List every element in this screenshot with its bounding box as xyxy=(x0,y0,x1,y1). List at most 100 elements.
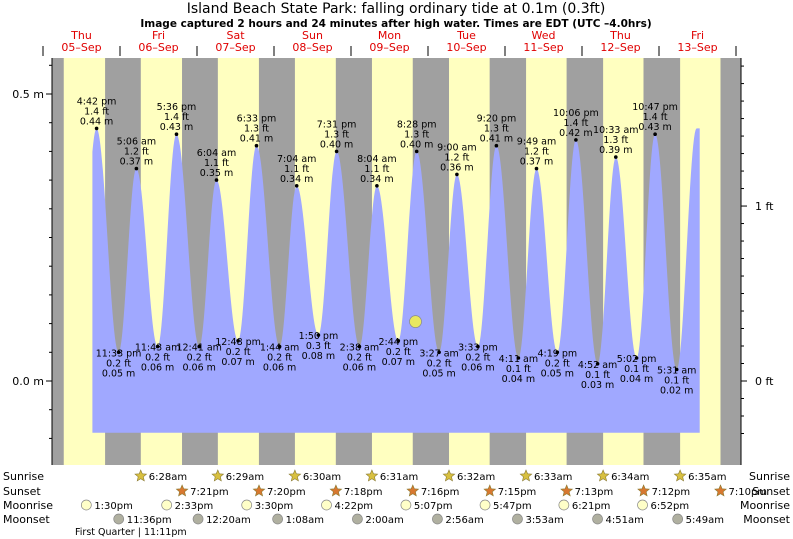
high-tide-text: 0.36 m xyxy=(440,162,473,173)
low-tide-text: 0.2 ft xyxy=(386,347,411,358)
low-tide-text: 4:19 pm xyxy=(537,348,577,359)
low-tide-label: 2:44 pm0.2 ft0.07 m xyxy=(378,337,418,368)
low-tide-text: 4:11 am xyxy=(499,354,538,365)
y-tick-label-m: 0.5 m xyxy=(12,88,44,101)
high-tide-text: 6:04 am xyxy=(197,148,236,159)
moonrise-icon xyxy=(80,499,92,511)
moonrise-time: 5:07pm xyxy=(414,501,453,512)
high-tide-point xyxy=(534,166,539,171)
high-tide-text: 1.2 ft xyxy=(444,152,469,163)
high-tide-label: 10:33 am1.3 ft0.39 m xyxy=(593,125,638,156)
low-tide-text: 0.05 m xyxy=(541,368,574,379)
high-tide-text: 0.40 m xyxy=(320,139,353,150)
high-tide-text: 1.4 ft xyxy=(563,118,588,129)
sunset-icon xyxy=(560,484,574,497)
moonrise-row-label-right: Moonrise xyxy=(740,499,790,512)
low-tide-text: 3:27 am xyxy=(419,348,458,359)
sunrise-icon xyxy=(596,469,610,482)
sunset-time: 7:13pm xyxy=(575,487,614,498)
sunrise-time: 6:31am xyxy=(380,472,418,483)
low-tide-label: 1:50 pm0.3 ft0.08 m xyxy=(299,331,339,362)
low-tide-label: 4:11 am0.1 ft0.04 m xyxy=(499,354,538,385)
sunrise-icon xyxy=(365,469,379,482)
low-tide-text: 2:44 pm xyxy=(378,337,418,348)
low-tide-text: 0.04 m xyxy=(502,374,535,385)
low-tide-text: 1:50 pm xyxy=(299,331,339,342)
high-tide-text: 1.4 ft xyxy=(84,106,109,117)
sunrise-icon xyxy=(519,469,533,482)
sunset-time: 7:12pm xyxy=(652,487,691,498)
high-tide-text: 0.44 m xyxy=(80,116,113,127)
sunset-icon xyxy=(175,484,189,497)
high-tide-point xyxy=(174,132,179,136)
sunset-time: 7:18pm xyxy=(344,487,383,498)
moonrise-time: 6:21pm xyxy=(572,501,611,512)
sunrise-time: 6:33am xyxy=(534,472,572,483)
moonrise-time: 3:30pm xyxy=(255,501,294,512)
high-tide-label: 10:47 pm1.4 ft0.43 m xyxy=(632,102,678,133)
high-tide-text: 1.4 ft xyxy=(643,112,668,123)
low-tide-text: 0.2 ft xyxy=(187,353,212,364)
high-tide-text: 0.34 m xyxy=(280,174,313,185)
high-tide-point xyxy=(494,143,499,148)
low-tide-text: 0.2 ft xyxy=(427,358,452,369)
low-tide-point xyxy=(476,344,480,349)
high-tide-text: 1.3 ft xyxy=(244,124,269,135)
moonset-icon xyxy=(592,513,603,525)
moonrise-time: 5:47pm xyxy=(493,501,532,512)
low-tide-text: 0.05 m xyxy=(102,368,135,379)
day-date: 09–Sep xyxy=(369,41,409,54)
moonrise-icon xyxy=(400,499,412,511)
low-tide-text: 0.2 ft xyxy=(347,353,372,364)
high-tide-text: 0.35 m xyxy=(200,168,233,179)
sunset-icon xyxy=(329,484,343,497)
moonset-time: 12:20am xyxy=(206,515,251,526)
day-date: 07–Sep xyxy=(215,41,255,54)
low-tide-text: 0.06 m xyxy=(182,363,215,374)
y-tick-label-ft: 0 ft xyxy=(755,375,774,388)
sunrise-icon xyxy=(211,469,225,482)
sunrise-icon xyxy=(442,469,456,482)
high-tide-text: 7:31 pm xyxy=(317,119,357,130)
high-tide-label: 5:06 am1.2 ft0.37 m xyxy=(117,137,156,168)
axes: 0.5 m 0.0 m 1 ft 0 ft xyxy=(12,58,774,465)
high-tide-point xyxy=(334,149,339,154)
low-tide-text: 0.2 ft xyxy=(267,353,292,364)
high-tide-text: 0.40 m xyxy=(400,139,433,150)
day-date: 06–Sep xyxy=(138,41,178,54)
high-tide-label: 10:06 pm1.4 ft0.42 m xyxy=(553,108,599,139)
high-tide-text: 0.43 m xyxy=(160,122,193,133)
low-tide-text: 0.03 m xyxy=(581,380,614,391)
high-tide-label: 4:42 pm1.4 ft0.44 m xyxy=(77,96,117,127)
low-tide-text: 0.3 ft xyxy=(306,341,331,352)
low-tide-text: 12:41 am xyxy=(176,343,221,354)
low-tide-point xyxy=(357,344,362,349)
high-tide-label: 8:28 pm1.3 ft0.40 m xyxy=(397,119,437,150)
high-tide-label: 6:33 pm1.3 ft0.41 m xyxy=(237,114,277,145)
sunset-icon xyxy=(406,484,420,497)
day-of-week: Sun xyxy=(302,29,323,42)
high-tide-text: 8:28 pm xyxy=(397,119,437,130)
moonset-icon xyxy=(512,513,523,525)
low-tide-label: 11:33 pm0.2 ft0.05 m xyxy=(96,348,142,379)
sunset-row-label-right: Sunset xyxy=(752,485,790,498)
low-tide-text: 0.04 m xyxy=(620,374,653,385)
high-tide-text: 1.1 ft xyxy=(364,164,389,175)
tide-labels: 4:42 pm1.4 ft0.44 m5:06 am1.2 ft0.37 m 5:… xyxy=(77,96,697,396)
moonrise-icon xyxy=(637,499,648,511)
low-tide-point xyxy=(516,356,521,360)
low-tide-text: 0.08 m xyxy=(302,351,335,362)
high-tide-text: 10:06 pm xyxy=(553,108,599,119)
moonrise-icon xyxy=(479,499,491,511)
low-tide-label: 12:48 pm0.2 ft0.07 m xyxy=(215,337,261,368)
moonrise-icon xyxy=(558,499,570,511)
high-tide-label: 9:00 am1.2 ft0.36 m xyxy=(437,142,476,173)
sunrise-time: 6:35am xyxy=(688,472,726,483)
low-tide-text: 0.1 ft xyxy=(624,364,649,375)
day-date: 11–Sep xyxy=(523,41,563,54)
high-tide-point xyxy=(94,126,99,131)
moonset-time: 5:49am xyxy=(686,515,724,526)
low-tide-text: 0.07 m xyxy=(382,357,415,368)
low-tide-label: 5:31 am0.1 ft0.02 m xyxy=(657,366,696,397)
